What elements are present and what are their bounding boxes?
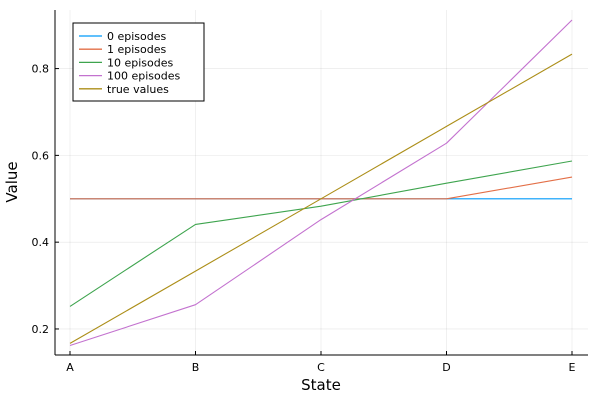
y-tick-label: 0.2: [32, 323, 50, 336]
y-tick-label: 0.4: [32, 236, 50, 249]
x-tick-label: C: [317, 361, 325, 374]
x-tick-label: A: [66, 361, 74, 374]
series-line-2: [69, 160, 573, 307]
y-tick-label: 0.6: [32, 149, 50, 162]
y-axis-title: Value: [3, 161, 21, 202]
y-tick-label: 0.8: [32, 63, 50, 76]
legend-label: 1 episodes: [107, 43, 167, 56]
x-tick-label: B: [192, 361, 200, 374]
legend-label: 10 episodes: [107, 56, 174, 69]
x-ticks: A B C D E: [66, 351, 576, 374]
x-tick-label: E: [569, 361, 576, 374]
x-tick-label: D: [442, 361, 450, 374]
legend-label: true values: [107, 83, 169, 96]
legend-label: 0 episodes: [107, 30, 167, 43]
series-layer: [69, 19, 573, 347]
y-ticks: 0.2 0.4 0.6 0.8: [32, 63, 59, 336]
x-axis-title: State: [301, 376, 341, 394]
series-line-4: [69, 53, 573, 344]
legend-label: 100 episodes: [107, 70, 181, 83]
